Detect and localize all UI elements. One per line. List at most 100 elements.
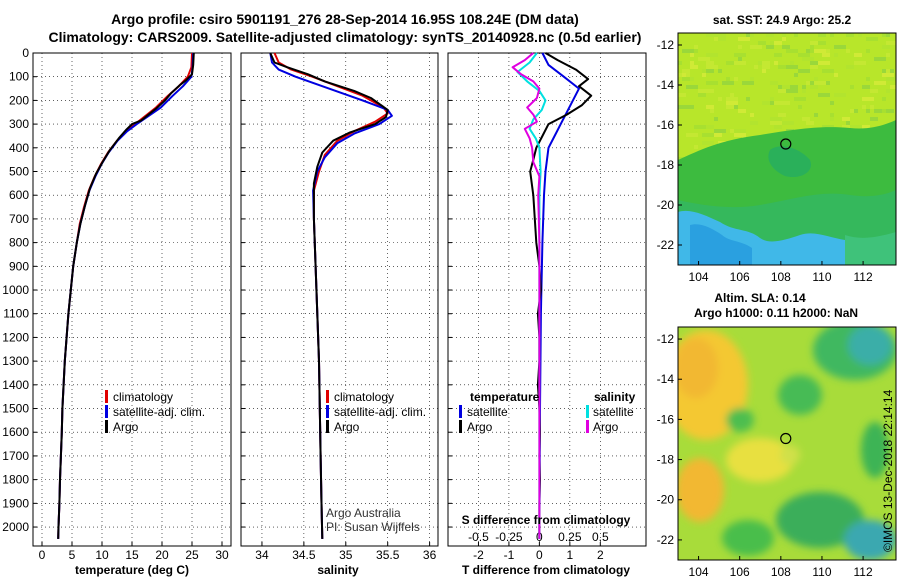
legend-label-climatology: climatology	[113, 390, 173, 404]
temperature-axis-label: temperature (deg C)	[75, 563, 189, 577]
sla-latitude-ticks: -12 -14 -16 -18 -20 -22	[657, 332, 682, 547]
series-line-satellite-adj-clim-	[57, 52, 195, 539]
difference-series	[511, 52, 593, 539]
salinity-legend: climatology satellite-adj. clim. Argo	[326, 390, 426, 434]
depth-tick-label: 300	[9, 117, 29, 131]
latitude-tick-label: -12	[657, 332, 675, 346]
argo-float-marker	[780, 432, 792, 445]
series-line-argo	[269, 52, 389, 539]
sla-longitude-ticks: 104 106 108 110 112	[689, 556, 873, 579]
legend-swatch-t-argo	[459, 420, 462, 433]
depth-tick-label: 900	[9, 259, 29, 273]
depth-tick-label: 1400	[2, 378, 29, 392]
sst-latitude-ticks: -12 -14 -16 -18 -20 -22	[657, 38, 682, 252]
legend-label-t-argo: Argo	[467, 420, 493, 434]
depth-tick-label: 1300	[2, 354, 29, 368]
longitude-tick-label: 106	[730, 565, 750, 579]
sla-heatmap	[678, 327, 896, 560]
salinity-grid	[241, 52, 438, 546]
longitude-tick-label: 110	[812, 270, 831, 284]
legend-swatch-argo	[105, 420, 108, 433]
x-tick-label: 0	[39, 548, 46, 562]
x-tick-label: 10	[95, 548, 109, 562]
depth-tick-label: 1500	[2, 402, 29, 416]
latitude-tick-label: -14	[657, 372, 675, 386]
x-tick-label: 34	[255, 548, 269, 562]
depth-tick-label: 0	[22, 46, 29, 60]
latitude-tick-label: -16	[657, 412, 675, 426]
t-difference-axis-label: T difference from climatology	[462, 563, 630, 577]
latitude-tick-label: -20	[657, 198, 675, 212]
x-tick-label: -1	[504, 548, 515, 562]
legend-title-salinity: salinity	[594, 390, 636, 404]
s-difference-axis-label: S difference from climatology	[462, 513, 631, 527]
sst-map-panel: sat. SST: 24.9 Argo: 25.2 104 106 108 110 11…	[657, 13, 897, 284]
salinity-series	[269, 52, 393, 539]
longitude-tick-label: 112	[854, 565, 873, 579]
sla-map-subtitle: Argo h1000: 0.11 h2000: NaN	[694, 306, 858, 320]
salinity-axis-label: salinity	[317, 563, 359, 577]
longitude-tick-label: 106	[730, 270, 750, 284]
x-tick-label: 30	[215, 548, 229, 562]
figure-title-line2: Climatology: CARS2009. Satellite-adjuste…	[49, 29, 642, 45]
credit-line-2: PI: Susan Wijffels	[326, 520, 420, 534]
depth-tick-label: 100	[9, 70, 29, 84]
latitude-tick-label: -14	[657, 78, 675, 92]
longitude-tick-label: 110	[812, 565, 831, 579]
s-diff-tick-label: -0.25	[495, 530, 523, 544]
x-tick-label: 35	[339, 548, 353, 562]
x-tick-label: -2	[473, 548, 484, 562]
timestamp-stamp: ©IMOS 13-Dec-2018 22:14:14	[881, 389, 895, 552]
longitude-tick-label: 108	[771, 270, 791, 284]
difference-legend: temperature satellite Argo salinity sate…	[459, 390, 636, 434]
legend-label-s-satellite: satellite	[593, 405, 634, 419]
longitude-tick-label: 112	[854, 270, 873, 284]
legend-label-argo: Argo	[113, 420, 139, 434]
legend-swatch-s-satellite	[586, 405, 589, 418]
s-diff-tick-label: 0.25	[558, 530, 582, 544]
legend-label-climatology: climatology	[334, 390, 394, 404]
depth-tick-label: 200	[9, 93, 29, 107]
depth-tick-label: 1700	[2, 449, 29, 463]
temperature-legend: climatology satellite-adj. clim. Argo	[105, 390, 205, 434]
credit-line-1: Argo Australia	[326, 506, 401, 520]
figure-title-line1: Argo profile: csiro 5901191_276 28-Sep-2…	[111, 11, 579, 27]
depth-tick-label: 400	[9, 141, 29, 155]
x-tick-label: 0	[536, 548, 543, 562]
sst-heatmap	[678, 33, 896, 265]
s-diff-tick-label: -0.5	[468, 530, 489, 544]
sla-map-panel: Altim. SLA: 0.14 Argo h1000: 0.11 h2000:…	[657, 291, 897, 579]
latitude-tick-label: -18	[657, 158, 675, 172]
x-tick-label: 36	[423, 548, 437, 562]
temperature-panel: 0100200300400500600700800900100011001200…	[2, 46, 232, 577]
x-tick-label: 20	[155, 548, 169, 562]
t-difference-axis-ticks: -2 -1 0 1 2	[473, 548, 604, 562]
x-tick-label: 5	[69, 548, 76, 562]
depth-axis-ticks: 0 100 200 300 400 500 600 700 800 900 1000 1100 1200…	[2, 46, 29, 534]
salinity-axis-ticks: 34 34.5 35 35.5 36	[255, 548, 436, 562]
series-line-climatology	[57, 52, 193, 539]
depth-tick-label: 1600	[2, 425, 29, 439]
sst-map-title: sat. SST: 24.9 Argo: 25.2	[713, 13, 852, 27]
depth-tick-label: 1900	[2, 496, 29, 510]
temperature-axis-ticks: 0 5 10 15 20 25 30	[39, 548, 229, 562]
argo-float-marker	[780, 138, 792, 150]
temperature-series	[57, 52, 195, 539]
series-line-argo	[511, 52, 541, 539]
x-tick-label: 34.5	[292, 548, 316, 562]
longitude-tick-label: 104	[689, 270, 709, 284]
latitude-tick-label: -20	[657, 493, 675, 507]
salinity-panel: 34 34.5 35 35.5 36 salinity climatology sate…	[240, 52, 439, 577]
legend-label-s-argo: Argo	[593, 420, 619, 434]
sst-map-frame	[677, 32, 897, 266]
legend-label-t-satellite: satellite	[467, 405, 508, 419]
legend-label-satellite: satellite-adj. clim.	[113, 405, 205, 419]
legend-swatch-climatology	[105, 390, 108, 403]
depth-tick-label: 1000	[2, 283, 29, 297]
longitude-tick-label: 104	[689, 565, 709, 579]
series-line-satellite-adj-clim-	[269, 52, 393, 539]
longitude-tick-label: 108	[771, 565, 791, 579]
salinity-panel-frame	[240, 52, 439, 547]
depth-tick-label: 700	[9, 212, 29, 226]
